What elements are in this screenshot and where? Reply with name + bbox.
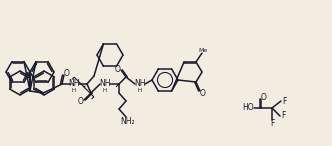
Text: Me: Me xyxy=(199,47,208,53)
Text: F: F xyxy=(282,97,286,106)
Text: NH: NH xyxy=(99,80,111,88)
Text: NH₂: NH₂ xyxy=(121,118,135,126)
Text: H: H xyxy=(138,88,142,93)
Text: NH: NH xyxy=(68,80,80,88)
Text: O: O xyxy=(200,88,206,98)
Text: HO: HO xyxy=(242,104,254,113)
Text: H: H xyxy=(72,88,76,93)
Text: O: O xyxy=(64,68,70,78)
Text: O: O xyxy=(78,98,84,106)
Text: O: O xyxy=(261,93,267,101)
Text: O: O xyxy=(115,65,121,73)
Text: F: F xyxy=(281,112,285,120)
Text: H: H xyxy=(103,88,107,93)
Text: F: F xyxy=(270,119,274,128)
Text: NH: NH xyxy=(134,80,146,88)
